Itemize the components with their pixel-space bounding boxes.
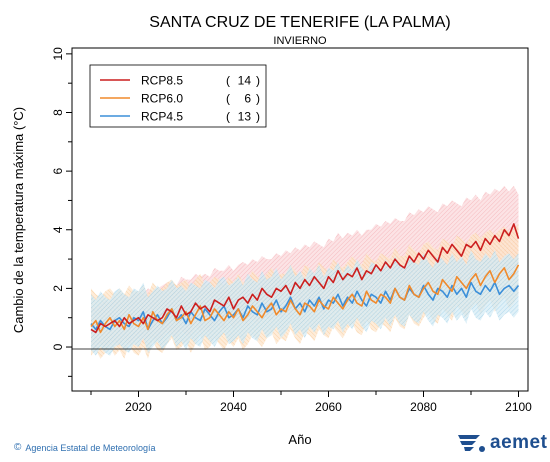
y-tick-label: 0 — [51, 343, 65, 350]
x-tick-label: 2020 — [125, 400, 152, 414]
legend-close-paren: ) — [256, 92, 260, 106]
legend-count: 13 — [238, 110, 252, 124]
y-tick-label: 4 — [51, 226, 65, 233]
y-tick-label: 8 — [51, 109, 65, 116]
aemet-logo-icon — [458, 435, 485, 452]
series-line-rcp8-5 — [90, 223, 520, 334]
y-axis: 0 2 4 6 8 10 — [51, 47, 72, 377]
legend-open-paren: ( — [226, 74, 230, 88]
legend-open-paren: ( — [226, 110, 230, 124]
x-axis: 2020 2040 2060 2080 2100 — [90, 391, 532, 414]
legend-open-paren: ( — [226, 92, 230, 106]
legend-label: RCP4.5 — [141, 110, 183, 124]
uncertainty-bands — [91, 185, 519, 359]
y-axis-label: Cambio de la temperatura máxima (°C) — [11, 107, 26, 333]
x-tick-label: 2080 — [410, 400, 437, 414]
x-axis-label: Año — [288, 432, 311, 447]
legend-close-paren: ) — [256, 74, 260, 88]
legend-count: 14 — [238, 74, 252, 88]
agency-name: Agencia Estatal de Meteorología — [25, 442, 156, 453]
legend-close-paren: ) — [256, 110, 260, 124]
y-tick-label: 10 — [51, 47, 65, 61]
series-line-rcp6-0 — [90, 264, 520, 334]
chart-subtitle: INVIERNO — [273, 35, 327, 47]
agency-credit: © Agencia Estatal de Meteorología — [14, 442, 155, 453]
x-tick-label: 2100 — [505, 400, 532, 414]
x-tick-label: 2060 — [315, 400, 342, 414]
legend: RCP8.5 (14) RCP6.0 (6) RCP4.5 (13) — [89, 64, 267, 128]
legend-label: RCP6.0 — [141, 92, 183, 106]
aemet-logo: aemet — [456, 432, 547, 454]
x-tick-label: 2040 — [220, 400, 247, 414]
legend-count: 6 — [244, 92, 251, 106]
copyright-symbol: © — [14, 442, 22, 453]
y-tick-label: 2 — [51, 285, 65, 292]
y-tick-label: 6 — [51, 167, 65, 174]
aemet-logo-text: aemet — [490, 432, 548, 453]
chart-title: SANTA CRUZ DE TENERIFE (LA PALMA) — [149, 14, 450, 31]
plot-frame — [71, 47, 529, 392]
series-lines — [90, 223, 520, 334]
legend-label: RCP8.5 — [141, 74, 183, 88]
